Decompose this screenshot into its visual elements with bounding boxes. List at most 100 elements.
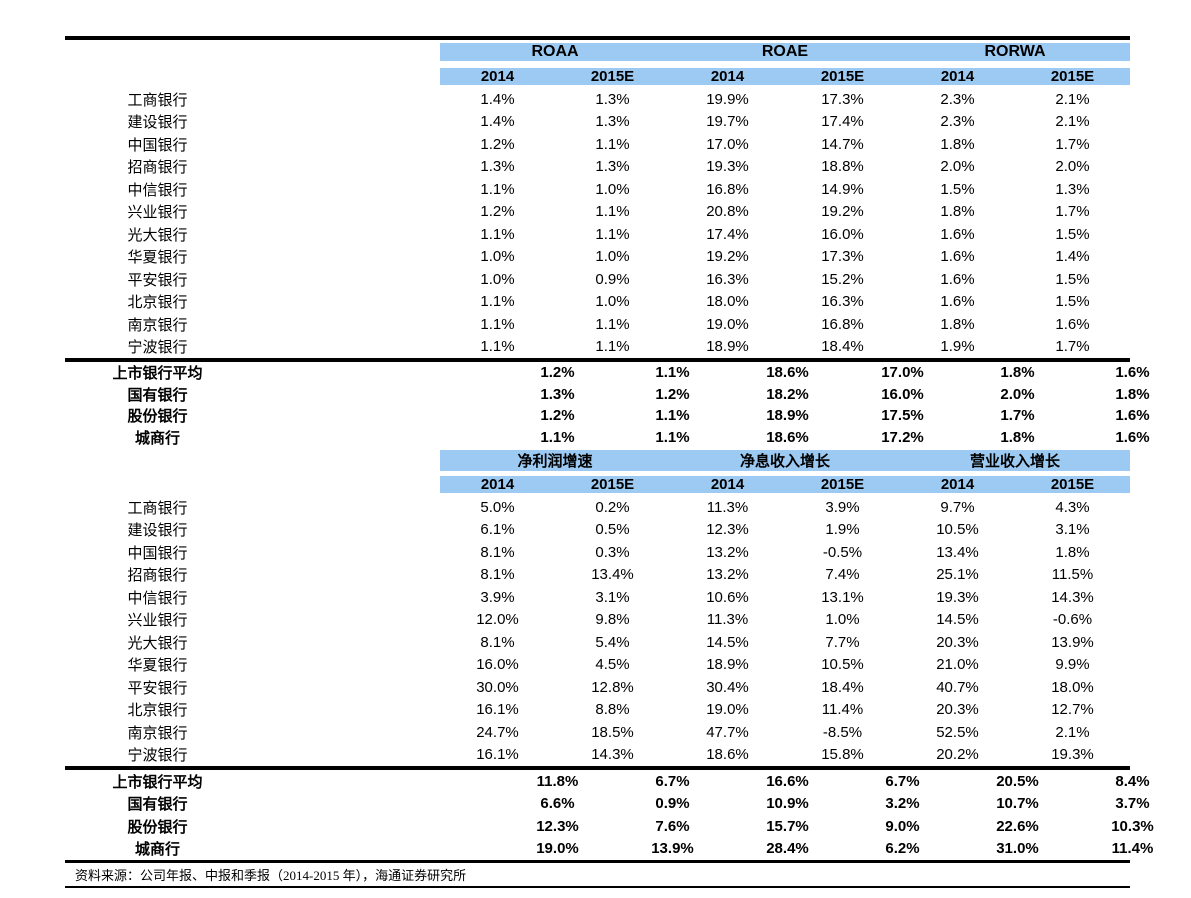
value-cell: 0.2%	[595, 498, 630, 516]
value-cell: 1.1%	[595, 203, 630, 221]
row-label: 招商银行	[127, 160, 188, 177]
summary-divider-rule	[65, 358, 1130, 362]
value-cell: 1.6%	[1115, 364, 1150, 382]
value-cell: 5.0%	[480, 498, 515, 516]
value-cell: 13.2%	[706, 543, 749, 561]
value-cell: 10.9%	[766, 795, 809, 813]
value-cell: 0.5%	[595, 521, 630, 539]
value-cell: 8.4%	[1115, 772, 1150, 790]
value-cell: 12.3%	[536, 817, 579, 835]
value-cell: 19.2%	[821, 203, 864, 221]
value-cell: 20.8%	[706, 203, 749, 221]
row-label: 光大银行	[127, 635, 188, 652]
value-cell: 13.4%	[936, 543, 979, 561]
row-label: 华夏银行	[127, 658, 188, 675]
value-cell: 11.3%	[706, 611, 749, 629]
value-cell: 19.3%	[1051, 746, 1094, 764]
value-cell: 3.9%	[480, 588, 515, 606]
year-column-header: 2015E	[555, 475, 670, 493]
bank-row: 南京银行 1.1% 1.1% 19.0% 16.8% 1.8% 1.6%	[65, 313, 1130, 336]
value-cell: 2.1%	[1055, 723, 1090, 741]
value-cell: 16.3%	[821, 293, 864, 311]
value-cell: 6.2%	[885, 840, 920, 858]
value-cell: 18.2%	[766, 385, 809, 403]
value-cell: 2.1%	[1055, 113, 1090, 131]
value-cell: 17.0%	[706, 135, 749, 153]
value-cell: 1.0%	[595, 248, 630, 266]
value-cell: 5.4%	[595, 633, 630, 651]
value-cell: 1.8%	[1000, 428, 1035, 446]
value-cell: 1.8%	[940, 135, 975, 153]
value-cell: 11.4%	[821, 701, 864, 719]
bank-rows-section2: 工商银行 5.0% 0.2% 11.3% 3.9% 9.7% 4.3% 建设银行 6.1% 0.5…	[65, 496, 1130, 766]
bank-row: 中信银行 1.1% 1.0% 16.8% 14.9% 1.5% 1.3%	[65, 178, 1130, 201]
value-cell: -0.6%	[1052, 611, 1093, 629]
source-note-text: 资料来源：公司年报、中报和季报（2014-2015 年），海通证券研究所	[75, 868, 467, 883]
value-cell: 7.7%	[825, 633, 860, 651]
value-cell: 11.5%	[1051, 566, 1094, 584]
value-cell: 17.2%	[881, 428, 924, 446]
value-cell: 14.3%	[1051, 588, 1094, 606]
value-cell: 1.9%	[825, 521, 860, 539]
value-cell: 1.0%	[825, 611, 860, 629]
value-cell: 1.3%	[540, 385, 575, 403]
year-column-header: 2014	[670, 67, 785, 85]
value-cell: 1.1%	[480, 293, 515, 311]
value-cell: 19.0%	[706, 315, 749, 333]
year-column-header: 2015E	[1015, 475, 1130, 493]
value-cell: 16.0%	[821, 225, 864, 243]
value-cell: 10.5%	[936, 521, 979, 539]
year-column-header: 2015E	[785, 67, 900, 85]
column-group-roaa: ROAA	[440, 43, 670, 61]
value-cell: 1.6%	[940, 270, 975, 288]
row-label: 平安银行	[127, 272, 188, 289]
bank-row: 建设银行 1.4% 1.3% 19.7% 17.4% 2.3% 2.1%	[65, 111, 1130, 134]
value-cell: 11.3%	[706, 498, 749, 516]
summary-row: 上市银行平均 11.8% 6.7% 16.6% 6.7% 20.5% 8.4%	[65, 770, 1149, 793]
value-cell: 1.1%	[480, 338, 515, 356]
value-cell: 1.5%	[1055, 293, 1090, 311]
row-label: 建设银行	[127, 115, 188, 132]
value-cell: 24.7%	[476, 723, 519, 741]
value-cell: 40.7%	[936, 678, 979, 696]
value-cell: 19.3%	[706, 158, 749, 176]
row-label: 上市银行平均	[112, 774, 203, 791]
value-cell: 14.5%	[706, 633, 749, 651]
value-cell: 17.4%	[821, 113, 864, 131]
row-label: 中信银行	[127, 590, 188, 607]
summary-rows-section2: 上市银行平均 11.8% 6.7% 16.6% 6.7% 20.5% 8.4% 国有银行 6.6…	[65, 770, 1153, 860]
value-cell: 1.7%	[1055, 338, 1090, 356]
year-column-header: 2015E	[555, 67, 670, 85]
row-label: 华夏银行	[127, 250, 188, 267]
value-cell: 3.9%	[825, 498, 860, 516]
value-cell: 9.9%	[1055, 656, 1090, 674]
value-cell: 16.3%	[706, 270, 749, 288]
bank-row: 光大银行 1.1% 1.1% 17.4% 16.0% 1.6% 1.5%	[65, 223, 1130, 246]
value-cell: 2.3%	[940, 113, 975, 131]
value-cell: 47.7%	[706, 723, 749, 741]
value-cell: 1.1%	[480, 180, 515, 198]
value-cell: 1.2%	[540, 364, 575, 382]
value-cell: 12.0%	[476, 611, 519, 629]
value-cell: 30.4%	[706, 678, 749, 696]
value-cell: 9.8%	[595, 611, 630, 629]
value-cell: 1.8%	[1000, 364, 1035, 382]
row-label: 光大银行	[127, 227, 188, 244]
value-cell: 20.2%	[936, 746, 979, 764]
value-cell: 4.5%	[595, 656, 630, 674]
value-cell: 18.9%	[706, 656, 749, 674]
value-cell: 14.3%	[591, 746, 634, 764]
value-cell: 0.9%	[595, 270, 630, 288]
row-label: 股份银行	[127, 819, 188, 836]
summary-rows-section1: 上市银行平均 1.2% 1.1% 18.6% 17.0% 1.8% 1.6% 国有银行 1.3%…	[65, 362, 1149, 448]
summary-row: 国有银行 6.6% 0.9% 10.9% 3.2% 10.7% 3.7%	[65, 793, 1149, 816]
value-cell: 3.1%	[595, 588, 630, 606]
value-cell: 4.3%	[1055, 498, 1090, 516]
bank-row: 平安银行 1.0% 0.9% 16.3% 15.2% 1.6% 1.5%	[65, 268, 1130, 291]
value-cell: 52.5%	[936, 723, 979, 741]
row-label: 北京银行	[127, 703, 188, 720]
value-cell: 15.2%	[821, 270, 864, 288]
value-cell: 1.2%	[655, 385, 690, 403]
bank-metrics-figure: ROAA ROAE RORWA 2014 2015E 2014 2015E 20…	[65, 36, 1154, 888]
value-cell: 19.3%	[936, 588, 979, 606]
